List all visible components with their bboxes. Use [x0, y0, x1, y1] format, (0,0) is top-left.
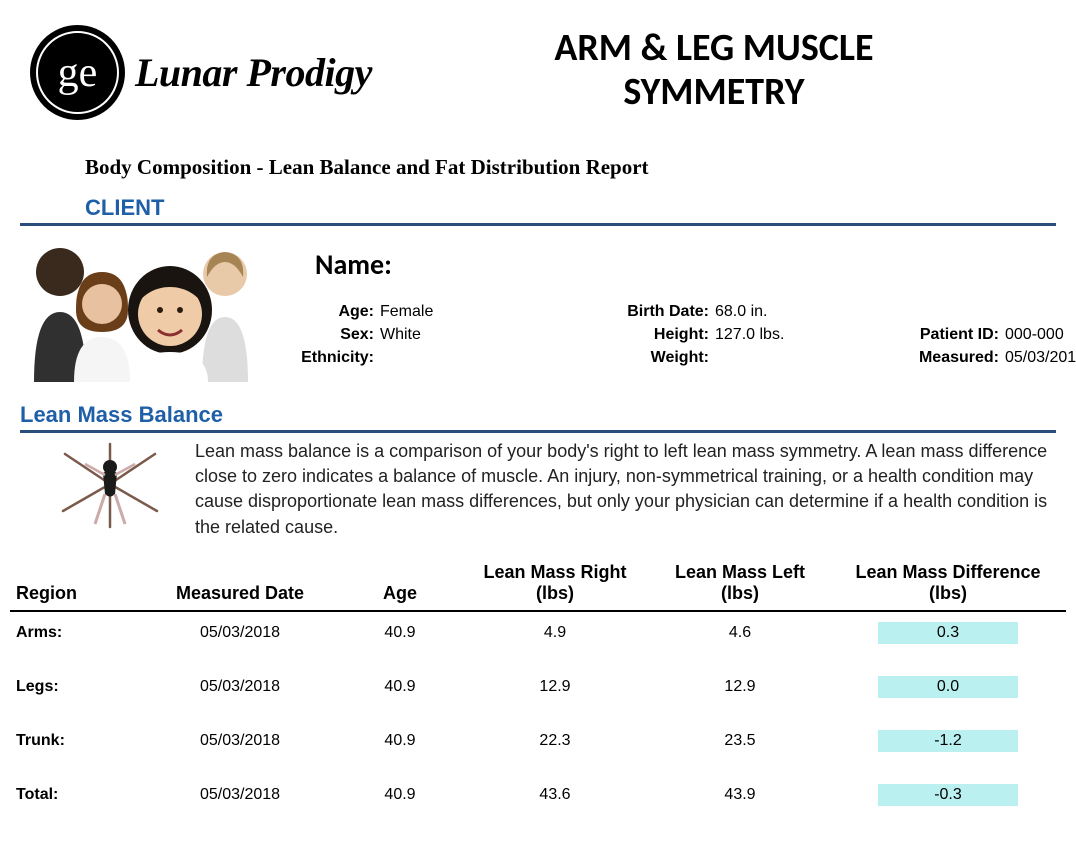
col-right: Lean Mass Right (lbs) [460, 558, 650, 611]
patient-id-value: 000-000 [1005, 323, 1076, 346]
dancer-icon [55, 439, 165, 529]
report-title-line2: SYMMETRY [372, 71, 1056, 115]
brand-name: Lunar Prodigy [135, 49, 372, 96]
cell-diff: -1.2 [830, 720, 1066, 774]
height-label: Height: [460, 323, 709, 346]
weight-value: 127.0 lbs. [715, 323, 795, 346]
cell-age: 40.9 [340, 720, 460, 774]
patient-id-label: Patient ID: [795, 323, 999, 346]
report-subtitle: Body Composition - Lean Balance and Fat … [0, 130, 1076, 195]
cell-left: 23.5 [650, 720, 830, 774]
client-fields: Age: Sex: Ethnicity: Female White Birth … [280, 300, 1076, 370]
report-title-line1: ARM & LEG MUSCLE [372, 27, 1056, 71]
col-region: Region [10, 558, 140, 611]
client-col3: Patient ID: Measured: 000-000 05/03/2018 [795, 300, 1076, 370]
col-left: Lean Mass Left (lbs) [650, 558, 830, 611]
cell-age: 40.9 [340, 774, 460, 828]
sex-label: Sex: [280, 323, 374, 346]
cell-region: Total: [10, 774, 140, 828]
table-row: Trunk: 05/03/2018 40.9 22.3 23.5 -1.2 [10, 720, 1066, 774]
client-name-label: Name: [280, 232, 1076, 300]
table-row: Total: 05/03/2018 40.9 43.6 43.9 -0.3 [10, 774, 1066, 828]
client-section-heading: CLIENT [0, 195, 1076, 223]
cell-diff: 0.0 [830, 666, 1066, 720]
ethnicity-label: Ethnicity: [280, 346, 374, 369]
cell-left: 43.9 [650, 774, 830, 828]
cell-region: Trunk: [10, 720, 140, 774]
client-block: Name: Age: Sex: Ethnicity: Female White [0, 226, 1076, 382]
header: ge Lunar Prodigy ARM & LEG MUSCLE SYMMET… [0, 0, 1076, 130]
client-photo-icon [20, 232, 270, 382]
birth-label: Birth Date: [460, 300, 709, 323]
ge-logo-icon: ge [30, 25, 125, 120]
cell-region: Legs: [10, 666, 140, 720]
lean-mass-table: Region Measured Date Age Lean Mass Right… [10, 558, 1066, 828]
table-row: Legs: 05/03/2018 40.9 12.9 12.9 0.0 [10, 666, 1066, 720]
cell-diff: -0.3 [830, 774, 1066, 828]
cell-diff: 0.3 [830, 611, 1066, 666]
cell-date: 05/03/2018 [140, 774, 340, 828]
cell-age: 40.9 [340, 611, 460, 666]
cell-right: 22.3 [460, 720, 650, 774]
table-body: Arms: 05/03/2018 40.9 4.9 4.6 0.3 Legs: … [10, 611, 1066, 828]
table-row: Arms: 05/03/2018 40.9 4.9 4.6 0.3 [10, 611, 1066, 666]
client-info: Name: Age: Sex: Ethnicity: Female White [280, 232, 1076, 382]
table-header-row: Region Measured Date Age Lean Mass Right… [10, 558, 1066, 611]
col-age: Age [340, 558, 460, 611]
report-title: ARM & LEG MUSCLE SYMMETRY [372, 25, 1056, 114]
sex-value: Female [380, 300, 460, 323]
lean-description: Lean mass balance is a comparison of you… [195, 439, 1051, 540]
age-label: Age: [280, 300, 374, 323]
ge-logo-text: ge [58, 49, 98, 97]
cell-date: 05/03/2018 [140, 666, 340, 720]
cell-right: 43.6 [460, 774, 650, 828]
measured-label: Measured: [795, 346, 999, 369]
cell-left: 12.9 [650, 666, 830, 720]
weight-label: Weight: [460, 346, 709, 369]
measured-value: 05/03/2018 [1005, 346, 1076, 369]
cell-region: Arms: [10, 611, 140, 666]
client-col1: Age: Sex: Ethnicity: Female White [280, 300, 460, 370]
ethnicity-value: White [380, 323, 460, 346]
cell-date: 05/03/2018 [140, 611, 340, 666]
col-date: Measured Date [140, 558, 340, 611]
lean-section-heading: Lean Mass Balance [0, 402, 1076, 430]
lean-block: Lean mass balance is a comparison of you… [0, 433, 1076, 550]
report-page: ge Lunar Prodigy ARM & LEG MUSCLE SYMMET… [0, 0, 1076, 828]
brand: ge Lunar Prodigy [30, 25, 372, 120]
cell-right: 4.9 [460, 611, 650, 666]
col-diff: Lean Mass Difference (lbs) [830, 558, 1066, 611]
height-value: 68.0 in. [715, 300, 795, 323]
cell-right: 12.9 [460, 666, 650, 720]
client-col2: Birth Date: Height: Weight: 68.0 in. 127… [460, 300, 795, 370]
cell-left: 4.6 [650, 611, 830, 666]
cell-age: 40.9 [340, 666, 460, 720]
cell-date: 05/03/2018 [140, 720, 340, 774]
